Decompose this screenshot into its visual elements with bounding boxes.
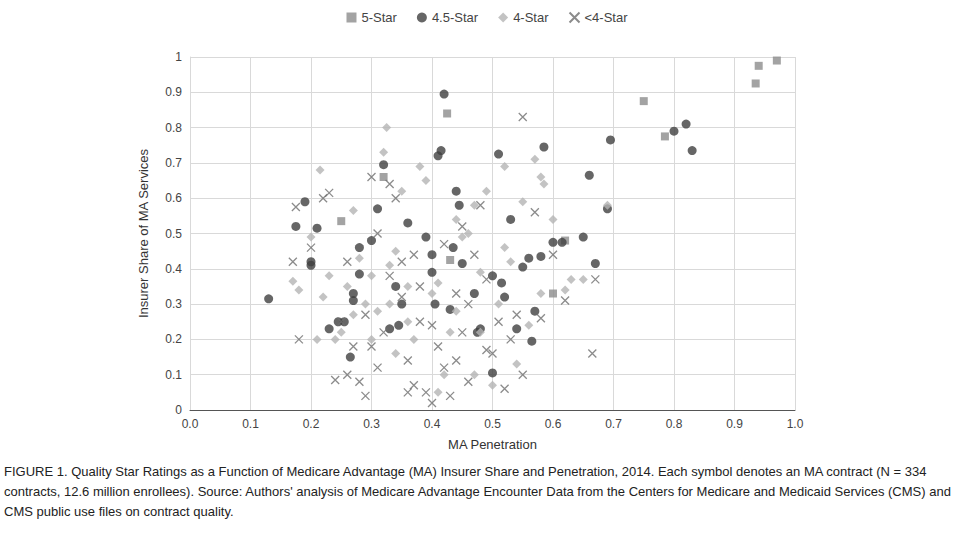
svg-text:0.4: 0.4 — [165, 262, 182, 276]
svg-text:0.0: 0.0 — [182, 417, 199, 431]
svg-text:0.3: 0.3 — [165, 297, 182, 311]
svg-text:0.2: 0.2 — [303, 417, 320, 431]
svg-text:0: 0 — [175, 403, 182, 417]
svg-text:0.5: 0.5 — [484, 417, 501, 431]
svg-text:1.0: 1.0 — [787, 417, 804, 431]
svg-text:4.5-Star: 4.5-Star — [432, 10, 479, 25]
svg-text:0.5: 0.5 — [165, 227, 182, 241]
svg-text:0.9: 0.9 — [165, 85, 182, 99]
svg-text:0.2: 0.2 — [165, 332, 182, 346]
svg-text:0.6: 0.6 — [165, 191, 182, 205]
svg-text:5-Star: 5-Star — [361, 10, 397, 25]
svg-text:0.1: 0.1 — [165, 368, 182, 382]
svg-text:0.8: 0.8 — [666, 417, 683, 431]
svg-text:1: 1 — [175, 50, 182, 64]
svg-text:<4-Star: <4-Star — [585, 10, 629, 25]
svg-text:0.7: 0.7 — [605, 417, 622, 431]
svg-text:Insurer Share of MA Services: Insurer Share of MA Services — [136, 148, 151, 318]
svg-text:0.4: 0.4 — [424, 417, 441, 431]
svg-text:0.1: 0.1 — [242, 417, 259, 431]
html-text:FIGURE 1. Quality Star Ratings: FIGURE 1. Quality Star Ratings as a Func… — [4, 464, 951, 519]
svg-text:MA Penetration: MA Penetration — [448, 437, 537, 452]
svg-text:0.9: 0.9 — [726, 417, 743, 431]
svg-text:4-Star: 4-Star — [513, 10, 549, 25]
svg-text:0.6: 0.6 — [545, 417, 562, 431]
svg-text:0.7: 0.7 — [165, 156, 182, 170]
svg-text:0.8: 0.8 — [165, 121, 182, 135]
svg-text:0.3: 0.3 — [363, 417, 380, 431]
